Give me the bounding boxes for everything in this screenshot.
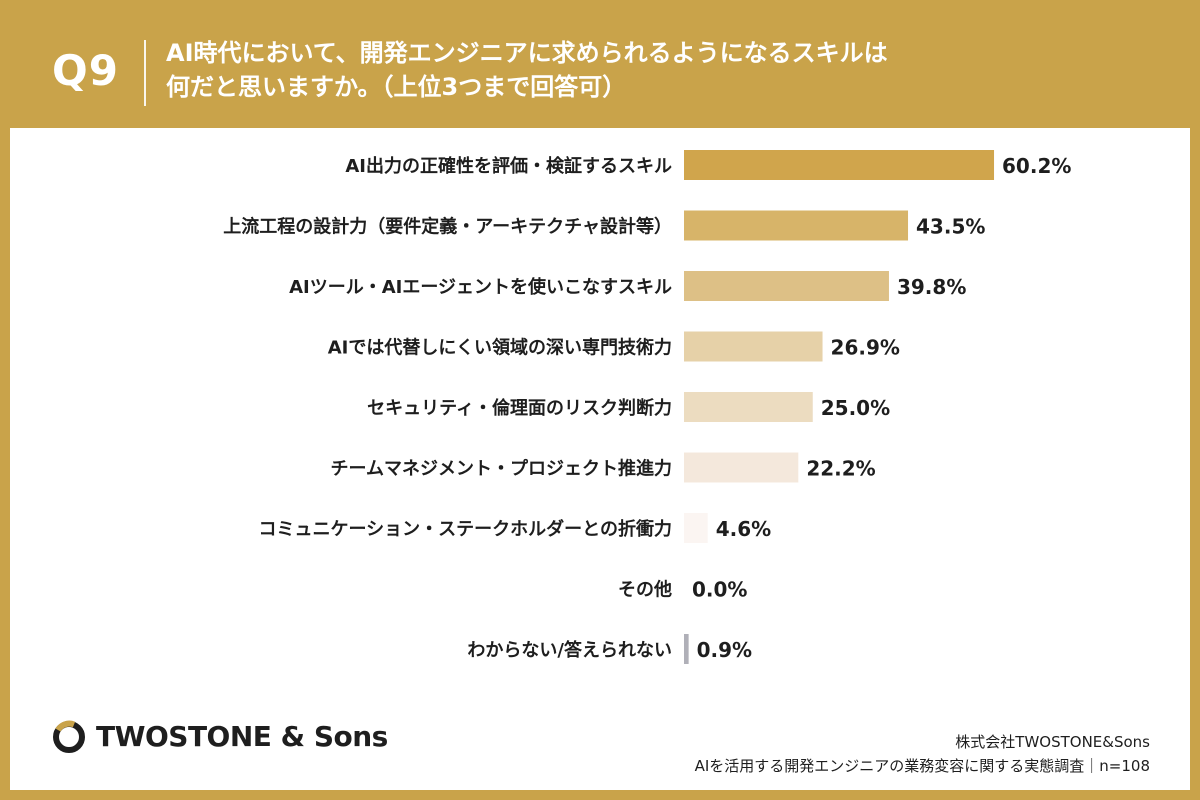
question-title: AI時代において、開発エンジニアに求められるようになるスキルは 何だと思いますか… (166, 36, 1166, 104)
question-title-line1: AI時代において、開発エンジニアに求められるようになるスキルは (166, 39, 888, 67)
value-label: 26.9% (831, 336, 900, 360)
category-label: チームマネジメント・プロジェクト推進力 (331, 458, 672, 480)
bar (684, 210, 909, 241)
bar (684, 452, 799, 483)
category-label: AIでは代替しにくい領域の深い専門技術力 (328, 337, 672, 359)
question-number: Q9 (52, 46, 119, 95)
source-note: 株式会社TWOSTONE&Sons AIを活用する開発エンジニアの業務変容に関す… (695, 730, 1150, 778)
bar (684, 271, 889, 301)
value-label: 0.0% (692, 578, 747, 602)
source-survey: AIを活用する開発エンジニアの業務変容に関する実態調査｜n=108 (694, 757, 1150, 775)
bar-chart: AI出力の正確性を評価・検証するスキル 60.2% 上流工程の設計力（要件定義・アー… (223, 150, 1071, 664)
source-company: 株式会社TWOSTONE&Sons (955, 733, 1150, 751)
value-label: 4.6% (716, 517, 771, 541)
category-label: コミュニケーション・ステークホルダーとの折衝力 (259, 518, 672, 540)
value-label: 22.2% (806, 457, 875, 481)
category-label: わからない/答えられない (467, 639, 672, 661)
category-label: その他 (618, 579, 672, 601)
value-label: 43.5% (916, 215, 985, 239)
value-label: 39.8% (897, 275, 966, 299)
header: Q9 AI時代において、開発エンジニアに求められるようになるスキルは 何だと思い… (0, 0, 1200, 130)
category-label: AI出力の正確性を評価・検証するスキル (345, 155, 672, 177)
chart-panel: AI出力の正確性を評価・検証するスキル 60.2% 上流工程の設計力（要件定義・アー… (10, 128, 1190, 790)
bar (684, 150, 995, 180)
bar (684, 634, 689, 664)
category-label: 上流工程の設計力（要件定義・アーキテクチャ設計等） (223, 216, 672, 238)
question-title-line2: 何だと思いますか。（上位3つまで回答可） (166, 73, 627, 101)
value-label: 60.2% (1002, 154, 1071, 178)
category-label: AIツール・AIエージェントを使いこなすスキル (289, 277, 672, 298)
header-divider (144, 40, 146, 106)
logo-text: TWOSTONE & Sons (96, 720, 388, 753)
bar (684, 331, 823, 362)
bar (684, 513, 708, 543)
bar (684, 392, 813, 422)
value-label: 25.0% (821, 396, 890, 420)
value-label: 0.9% (697, 638, 752, 662)
category-label: セキュリティ・倫理面のリスク判断力 (367, 397, 672, 419)
logo-mark-icon (53, 720, 85, 753)
